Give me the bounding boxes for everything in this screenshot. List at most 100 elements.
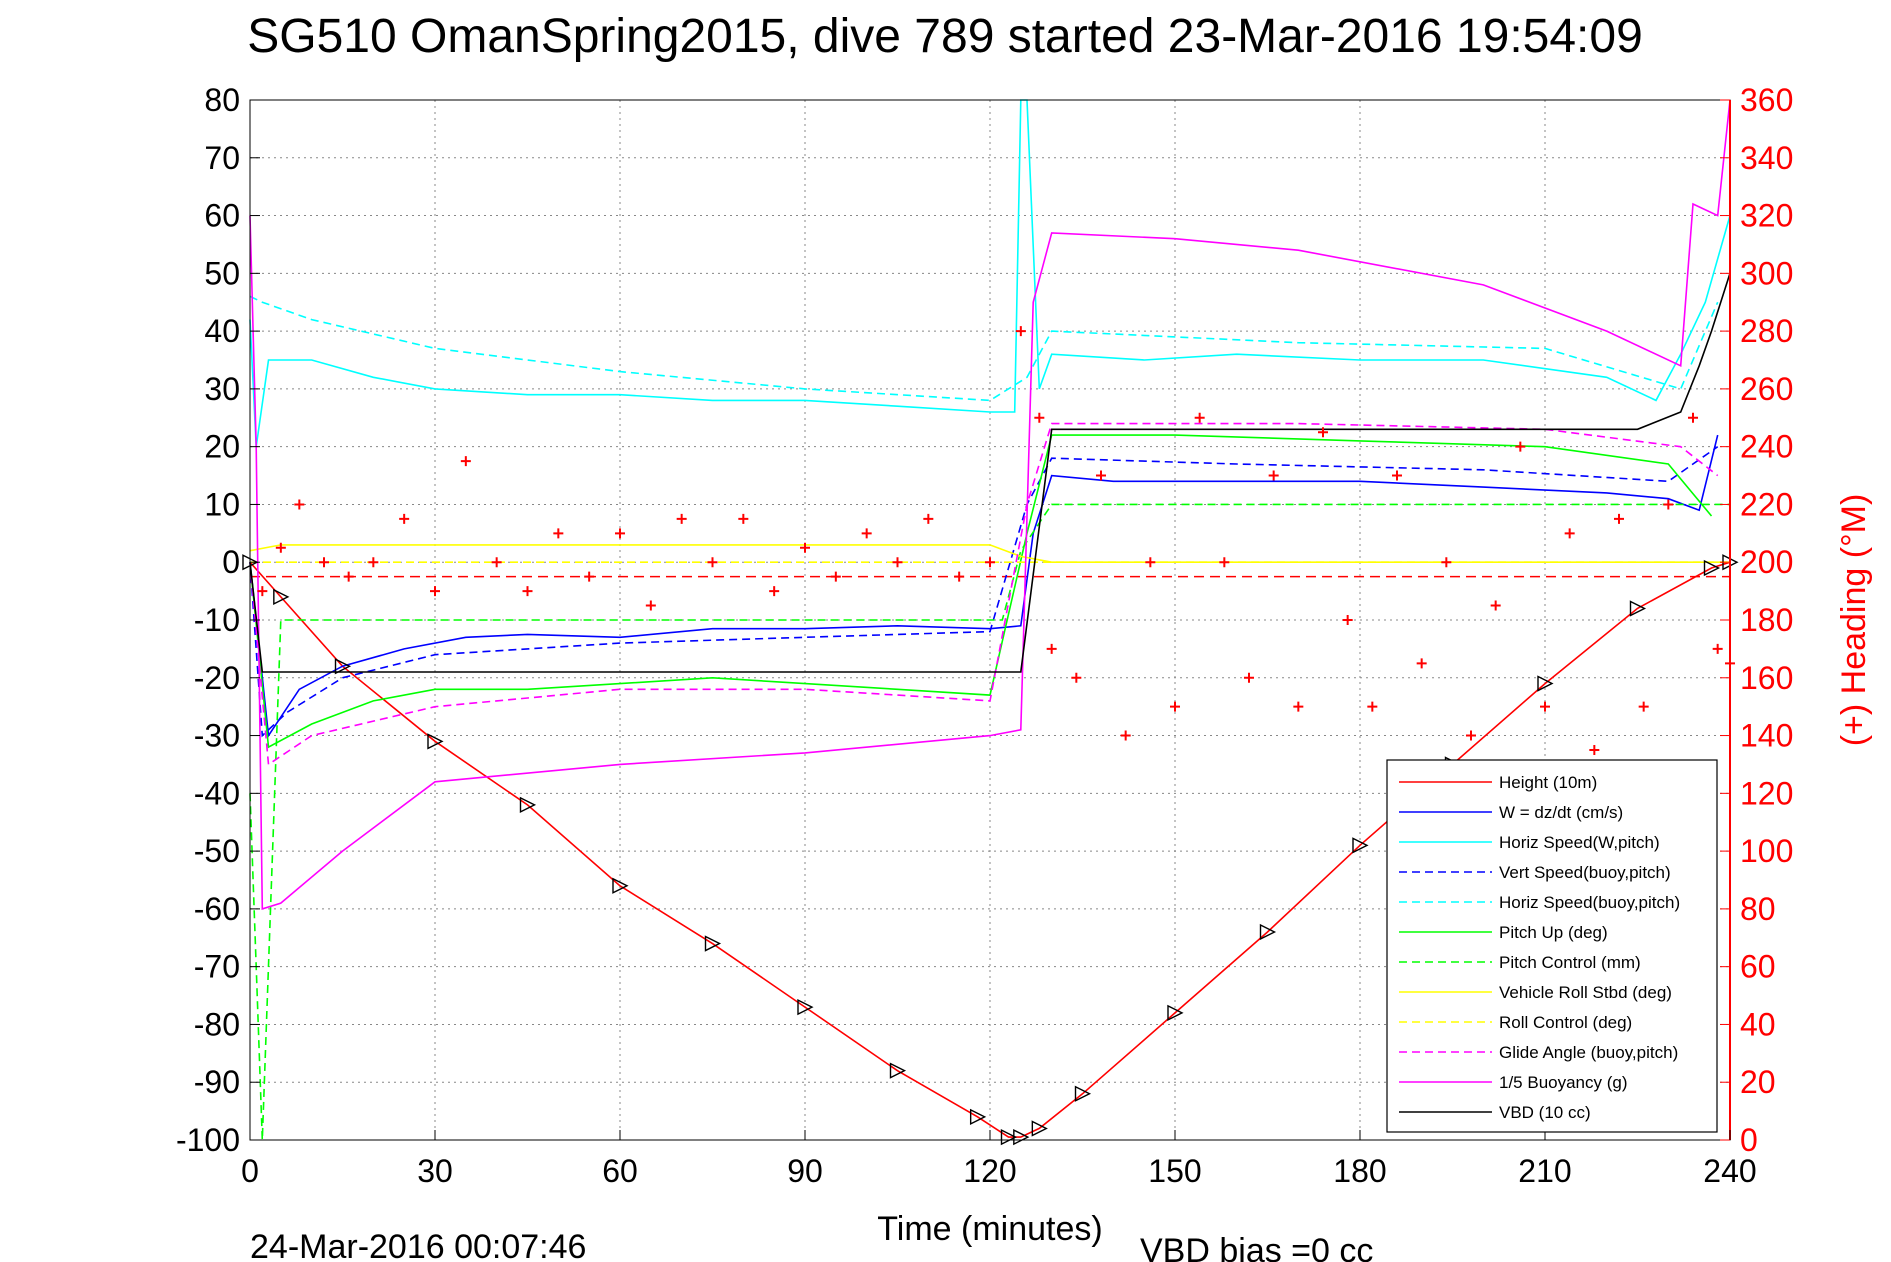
heading-point (460, 456, 471, 467)
footer-vbd-bias: VBD bias =0 cc (1140, 1232, 1373, 1262)
y-tick-label: 0 (222, 544, 240, 580)
legend-entry: Pitch Control (mm) (1499, 953, 1641, 972)
y2-tick-label: 180 (1740, 602, 1793, 638)
y-axis-right: 3603403203002802602402202001801601401201… (1720, 82, 1793, 1158)
height-marker (1703, 559, 1721, 577)
y-tick-label: -70 (194, 949, 240, 985)
heading-point (861, 528, 872, 539)
heading-point (522, 586, 533, 597)
heading-point (707, 557, 718, 568)
legend-entry: Vert Speed(buoy,pitch) (1499, 863, 1671, 882)
series-heading-markers (257, 326, 1735, 755)
footer-timestamp: 24-Mar-2016 00:07:46 (250, 1228, 586, 1262)
heading-point (275, 542, 286, 553)
y2-tick-label: 340 (1740, 140, 1793, 176)
heading-point (1015, 326, 1026, 337)
heading-point (1194, 412, 1205, 423)
y2-tick-label: 140 (1740, 718, 1793, 754)
y-tick-label: -50 (194, 833, 240, 869)
heading-point (368, 557, 379, 568)
x-tick-label: 240 (1703, 1153, 1756, 1189)
height-marker (1074, 1085, 1092, 1102)
height-marker (889, 1062, 907, 1079)
y-tick-label: -40 (194, 775, 240, 811)
y-tick-label: 80 (204, 82, 240, 118)
heading-point (294, 499, 305, 510)
height-marker (334, 658, 352, 675)
y2-axis-label: (+) Heading (°M) (1835, 494, 1873, 747)
y2-tick-label: 260 (1740, 371, 1793, 407)
heading-point (319, 557, 329, 568)
y-tick-label: -90 (194, 1064, 240, 1100)
series-layer (242, 99, 1739, 1146)
heading-point (1392, 470, 1402, 481)
y-tick-label: 10 (204, 486, 240, 522)
y-tick-label: -30 (194, 718, 240, 754)
legend-entry: 1/5 Buoyancy (g) (1499, 1073, 1628, 1092)
y2-tick-label: 80 (1740, 891, 1776, 927)
series-line-10 (249, 99, 1731, 910)
height-marker (519, 796, 537, 814)
legend: Height (10m) W = dz/dt (cm/s) Horiz Speed(… (1386, 759, 1718, 1133)
heading-point (1342, 615, 1353, 625)
legend-entry: Horiz Speed(buoy,pitch) (1499, 893, 1680, 912)
heading-point (1416, 658, 1427, 669)
legend-entry: Horiz Speed(W,pitch) (1499, 833, 1660, 852)
series-line-2 (249, 99, 1731, 447)
heading-point (1318, 427, 1328, 438)
height-marker (1629, 600, 1647, 617)
heading-point (923, 513, 934, 524)
y-tick-label: -10 (194, 602, 240, 638)
y2-tick-label: 20 (1740, 1064, 1776, 1100)
y-tick-label: 60 (204, 198, 240, 234)
heading-point (1441, 557, 1452, 568)
x-tick-label: 210 (1518, 1153, 1571, 1189)
height-marker (1259, 923, 1277, 941)
heading-point (676, 513, 687, 524)
heading-point (1564, 528, 1575, 539)
y-tick-label: -100 (176, 1122, 240, 1158)
legend-entry: Glide Angle (buoy,pitch) (1499, 1043, 1678, 1062)
y-tick-label: 70 (204, 140, 240, 176)
y-axis-left: 80 70 60 50 40 30 20 10 0 -10 -20 -30 -40 -50 -60 -70 -8… (176, 82, 260, 1158)
heading-point (769, 586, 780, 597)
y-tick-label: 30 (204, 371, 240, 407)
heading-point (1688, 412, 1698, 423)
heading-point (257, 586, 268, 597)
y2-tick-label: 320 (1740, 198, 1793, 234)
height-marker (273, 588, 290, 606)
heading-point (645, 600, 656, 611)
heading-point (1046, 643, 1057, 654)
x-tick-label: 30 (417, 1153, 453, 1189)
y2-tick-label: 220 (1740, 486, 1793, 522)
heading-point (1540, 701, 1550, 712)
y2-tick-label: 100 (1740, 833, 1793, 869)
heading-point (1034, 412, 1045, 423)
heading-point (1120, 730, 1131, 741)
heading-point (399, 513, 410, 524)
heading-point (615, 528, 625, 539)
heading-point (985, 557, 995, 568)
series-line-1 (249, 434, 1719, 738)
heading-point (1293, 701, 1304, 712)
y2-tick-label: 280 (1740, 313, 1793, 349)
heading-point (1663, 499, 1674, 510)
heading-point (1219, 557, 1230, 568)
heading-point (343, 571, 354, 582)
height-marker (797, 998, 814, 1016)
y-tick-label: 50 (204, 255, 240, 291)
y2-tick-label: 160 (1740, 660, 1793, 696)
y-tick-label: 40 (204, 313, 240, 349)
heading-point (1638, 701, 1649, 712)
legend-entry: VBD (10 cc) (1499, 1103, 1591, 1122)
y2-tick-label: 300 (1740, 255, 1793, 291)
series-line-3 (249, 446, 1719, 738)
heading-point (1145, 557, 1156, 568)
heading-point (1244, 672, 1254, 683)
heading-point (800, 542, 810, 553)
height-marker (1167, 1004, 1184, 1022)
height-marker (1031, 1120, 1048, 1137)
y2-tick-label: 60 (1740, 949, 1776, 985)
heading-point (1071, 672, 1082, 683)
